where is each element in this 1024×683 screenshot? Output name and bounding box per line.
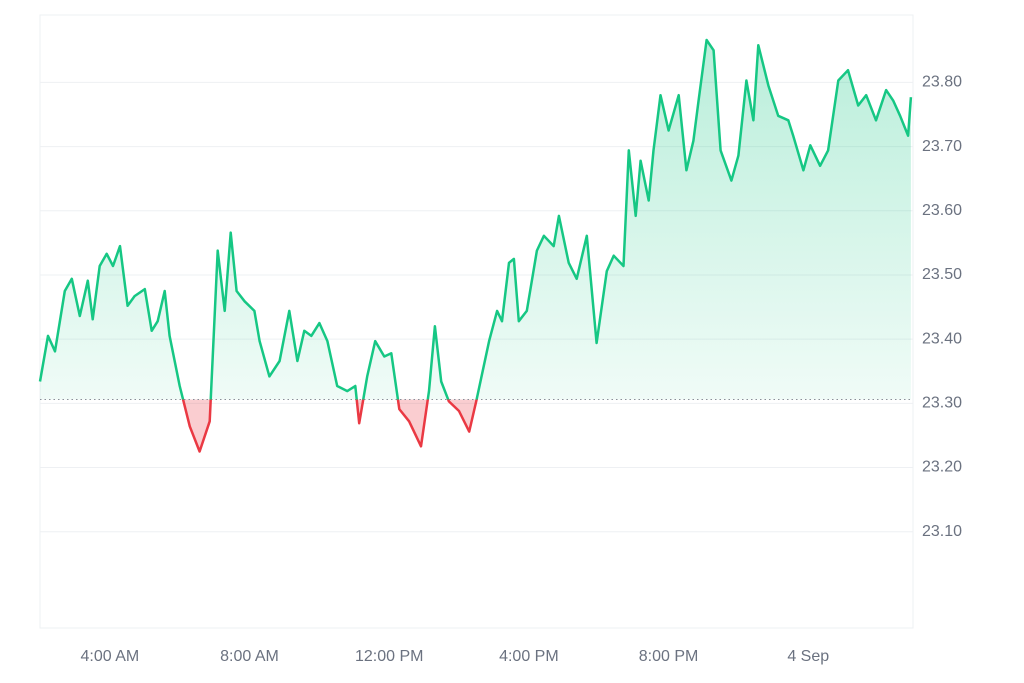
price-line [38, 38, 913, 400]
x-tick-label: 8:00 AM [220, 648, 279, 665]
y-tick-label: 23.40 [922, 330, 962, 347]
y-tick-label: 23.10 [922, 523, 962, 540]
area-above [40, 40, 911, 400]
y-tick-label: 23.80 [922, 74, 962, 91]
y-tick-label: 23.50 [922, 266, 962, 283]
x-tick-label: 4:00 PM [499, 648, 559, 665]
price-line-below [181, 399, 478, 453]
y-tick-label: 23.60 [922, 202, 962, 219]
x-tick-label: 12:00 PM [355, 648, 423, 665]
plot-frame [39, 14, 914, 629]
x-tick-label: 8:00 PM [639, 648, 699, 665]
y-tick-label: 23.30 [922, 395, 962, 412]
y-tick-label: 23.70 [922, 138, 962, 155]
y-tick-label: 23.20 [922, 459, 962, 476]
x-tick-label: 4:00 AM [80, 648, 139, 665]
x-tick-label: 4 Sep [787, 648, 829, 665]
